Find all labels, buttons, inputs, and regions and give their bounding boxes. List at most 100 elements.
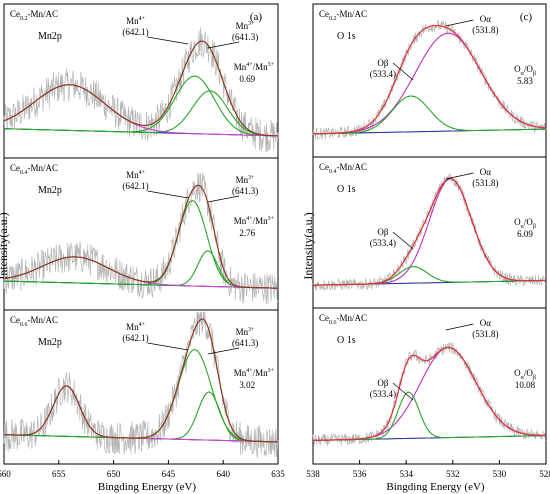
peak-arrow — [445, 19, 474, 27]
x-tick-label: 660 — [0, 469, 11, 479]
orbital-label: Mn2p — [38, 337, 62, 348]
x-tick-label: 536 — [353, 469, 367, 479]
peak-position-mn3: (641.3) — [232, 186, 258, 196]
peak-arrow — [445, 323, 474, 331]
peak-arrow — [207, 195, 240, 203]
sample-label: Ce0.2-Mn/AC — [10, 9, 58, 22]
peak-position-obeta: (533.4) — [370, 69, 396, 79]
peak-label-oalpha: Oα — [480, 318, 491, 328]
peak-arrow — [207, 347, 240, 355]
component-curve — [313, 32, 547, 135]
x-tick-label: 532 — [446, 469, 460, 479]
ratio-value: 2.76 — [239, 228, 255, 238]
envelope-curve — [313, 346, 546, 441]
peak-label-oalpha: Oα — [480, 14, 491, 24]
x-tick-label: 640 — [216, 469, 230, 479]
peak-label-obeta: Oβ — [377, 58, 388, 68]
peak-label-mn4: Mn4+ — [126, 16, 146, 26]
peak-label-mn4: Mn4+ — [126, 170, 146, 180]
raw-spectrum — [312, 173, 547, 291]
ratio-label: Oα/Oβ — [514, 368, 536, 381]
peak-arrow — [392, 231, 414, 250]
peak-arrow — [392, 62, 414, 81]
y-axis-label: Intensity(a.u.) — [301, 212, 315, 279]
ratio-label: Mn4+/Mn3+ — [234, 216, 275, 226]
component-curve — [4, 90, 278, 137]
ratio-label: Oα/Oβ — [514, 217, 536, 230]
peak-position-oalpha: (531.8) — [472, 25, 498, 35]
panel-c: 538 536 534 532 530 528 Bingding Energy (eV) In… — [301, 3, 550, 493]
peak-arrow — [147, 190, 189, 199]
x-tick-label: 655 — [52, 469, 66, 479]
envelope-curve — [312, 177, 546, 286]
component-curve — [312, 95, 546, 135]
peak-position-mn4: (642.1) — [122, 333, 148, 343]
component-curve — [4, 250, 278, 289]
ratio-value: 5.83 — [517, 76, 533, 86]
sample-label: Ce0.2-Mn/AC — [319, 9, 367, 22]
peak-label-obeta: Oβ — [377, 378, 388, 388]
y-axis-label: Intensity(a.u.) — [0, 212, 10, 279]
x-tick-label: 645 — [162, 469, 176, 479]
peak-position-obeta: (533.4) — [370, 389, 396, 399]
peak-position-mn4: (642.1) — [122, 181, 148, 191]
component-curve — [4, 200, 278, 289]
ratio-value: 6.09 — [517, 229, 533, 239]
envelope-curve — [313, 25, 547, 135]
x-tick-label: 635 — [271, 469, 285, 479]
component-curve — [313, 391, 547, 441]
ratio-value: 0.69 — [239, 74, 255, 84]
ratio-label: Oα/Oβ — [514, 64, 536, 77]
ratio-value: 10.08 — [515, 380, 536, 390]
panel-frame — [3, 3, 279, 465]
peak-arrow — [207, 41, 240, 49]
raw-spectrum — [3, 27, 279, 152]
peak-position-mn3: (641.3) — [232, 338, 258, 348]
sample-label: Ce0.4-Mn/AC — [10, 163, 58, 176]
sample-label: Ce0.4-Mn/AC — [319, 162, 367, 175]
peak-position-mn4: (642.1) — [122, 27, 148, 37]
peak-position-oalpha: (531.8) — [472, 178, 498, 188]
peak-arrow — [147, 342, 189, 351]
panel-label: (c) — [520, 11, 533, 23]
x-tick-label: 530 — [493, 469, 507, 479]
sample-label: Ce0.6-Mn/AC — [319, 313, 367, 326]
x-tick-label: 534 — [399, 469, 413, 479]
x-tick-label: 528 — [539, 469, 550, 479]
peak-label-obeta: Oβ — [377, 227, 388, 237]
panel-frame — [312, 3, 547, 465]
peak-arrow — [445, 172, 474, 180]
panel-label: (a) — [250, 11, 263, 23]
envelope-curve — [4, 318, 278, 443]
envelope-curve — [3, 40, 279, 137]
orbital-label: O 1s — [337, 31, 356, 42]
orbital-label: O 1s — [337, 335, 356, 346]
peak-arrow — [147, 36, 189, 45]
x-tick-label: 538 — [306, 469, 320, 479]
sample-label: Ce0.6-Mn/AC — [10, 315, 58, 328]
peak-position-obeta: (533.4) — [370, 238, 396, 248]
envelope-curve — [3, 184, 278, 289]
ratio-value: 3.02 — [239, 380, 255, 390]
orbital-label: Mn2p — [38, 185, 62, 196]
raw-spectrum — [3, 311, 279, 459]
peak-position-oalpha: (531.8) — [472, 329, 498, 339]
ratio-label: Mn4+/Mn3+ — [234, 62, 275, 72]
raw-spectrum — [3, 172, 279, 305]
ratio-label: Mn4+/Mn3+ — [234, 368, 275, 378]
orbital-label: O 1s — [337, 184, 356, 195]
peak-arrow — [392, 382, 414, 401]
peak-position-mn3: (641.3) — [232, 32, 258, 42]
peak-label-mn3: Mn3+ — [236, 175, 256, 185]
x-axis-label: Bingding Energy (eV) — [98, 481, 197, 493]
peak-label-mn3: Mn3+ — [236, 21, 256, 31]
x-axis-label: Bingding Energy (eV) — [386, 481, 485, 493]
raw-spectrum — [312, 341, 547, 447]
peak-label-mn3: Mn3+ — [236, 327, 256, 337]
panel-a: 660 655 650 645 640 635 Bingding Energy (eV) In… — [0, 3, 285, 493]
orbital-label: Mn2p — [38, 31, 62, 42]
x-tick-label: 650 — [107, 469, 121, 479]
peak-label-mn4: Mn4+ — [126, 322, 146, 332]
peak-label-oalpha: Oα — [480, 167, 491, 177]
